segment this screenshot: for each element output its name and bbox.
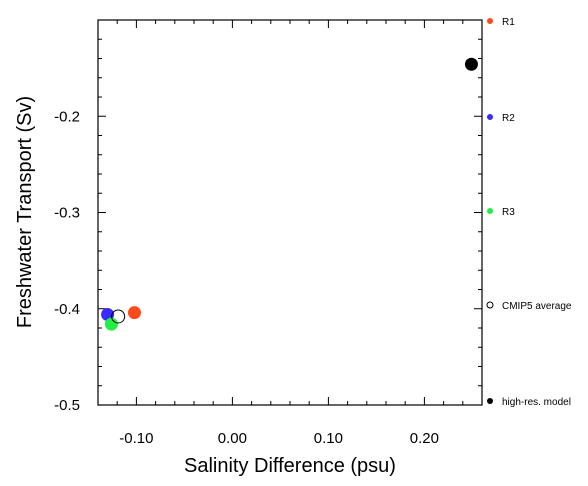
legend-label: R3 [502, 207, 515, 218]
y-axis-label: Freshwater Transport (Sv) [14, 96, 36, 328]
x-axis-label: Salinity Difference (psu) [184, 455, 396, 477]
plot-frame [97, 19, 483, 406]
axis-tick-labels: -0.10 0.00 0.10 0.20 -0.2 -0.3 -0.4 -0.5 [54, 108, 439, 447]
y-tick-label: -0.4 [54, 301, 80, 318]
legend-marker [487, 398, 493, 404]
legend-marker [487, 208, 493, 214]
x-tick-label: 0.00 [218, 430, 247, 447]
axis-ticks [97, 19, 483, 406]
y-tick-label: -0.3 [54, 205, 80, 222]
data-point [111, 309, 126, 324]
legend-marker [487, 114, 493, 120]
data-point [104, 317, 118, 331]
y-tick-label: -0.5 [54, 397, 80, 414]
x-tick-label: 0.20 [410, 430, 439, 447]
y-tick-label: -0.2 [54, 108, 80, 125]
legend-marker [486, 301, 494, 309]
legend: R1 R2 R3 CMIP5 average high-res. model [486, 17, 572, 408]
x-tick-label: 0.10 [314, 430, 343, 447]
legend-label: CMIP5 average [502, 301, 572, 312]
data-point [127, 306, 141, 320]
legend-label: high-res. model [502, 397, 571, 408]
legend-label: R1 [502, 17, 515, 28]
legend-marker [487, 18, 493, 24]
x-tick-label: -0.10 [119, 430, 153, 447]
data-points [101, 57, 478, 331]
legend-label: R2 [502, 113, 515, 124]
data-point [464, 57, 478, 71]
